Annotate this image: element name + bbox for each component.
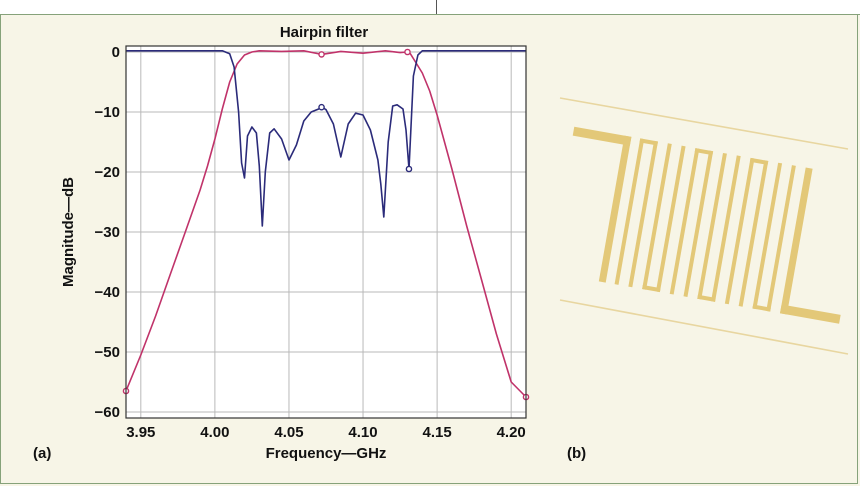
- panel-label-a: (a): [33, 445, 51, 462]
- chart-title: Hairpin filter: [280, 24, 369, 41]
- boundary-line-top: [559, 97, 849, 150]
- hairpin-finger: [683, 150, 714, 297]
- feed-line-input: [572, 126, 632, 146]
- series-marker-1: [318, 51, 325, 58]
- output-tap: [780, 167, 813, 315]
- hairpin-finger: [752, 162, 783, 310]
- input-tap: [598, 135, 632, 283]
- hairpin-finger: [642, 143, 672, 290]
- y-tick-label: 0: [112, 44, 120, 61]
- x-tick-label: 4.15: [423, 424, 452, 441]
- hairpin-bend: [749, 157, 769, 165]
- hairpin-finger: [655, 145, 686, 293]
- x-tick-label: 4.00: [200, 424, 229, 441]
- hairpin-finger: [711, 155, 741, 302]
- hairpin-finger: [614, 138, 645, 285]
- y-tick-labels: 0 −10 −20 −30 −40 −50 −60: [95, 44, 120, 421]
- hairpin-bend: [752, 304, 771, 312]
- x-tick-label: 3.95: [126, 424, 155, 441]
- series-line-1: [125, 50, 527, 398]
- hairpin-finger: [669, 148, 700, 295]
- hairpin-bend: [697, 294, 716, 302]
- y-axis-label: Magnitude—dB: [60, 177, 77, 287]
- series-marker-2: [405, 165, 413, 173]
- hairpin-bend: [642, 285, 661, 293]
- x-tick-label: 4.10: [348, 424, 377, 441]
- x-tick-label: 4.20: [497, 424, 526, 441]
- boundary-line-bottom: [559, 299, 849, 355]
- top-divider: [436, 0, 437, 14]
- plot-border: [125, 45, 527, 419]
- top-strip: [0, 0, 860, 14]
- hairpin-finger: [697, 152, 727, 300]
- hairpin-finger: [766, 165, 796, 312]
- x-axis-label: Frequency—GHz: [266, 445, 387, 462]
- y-tick-label: −40: [95, 284, 120, 301]
- y-tick-label: −20: [95, 164, 120, 181]
- series-marker-2: [318, 103, 325, 111]
- panel-label-b: (b): [567, 445, 586, 462]
- feed-line-output: [780, 304, 841, 324]
- y-tick-label: −30: [95, 224, 120, 241]
- hairpin-filter-layout: [559, 97, 849, 355]
- hairpin-bend: [639, 138, 658, 146]
- y-tick-label: −60: [95, 404, 120, 421]
- y-tick-label: −50: [95, 344, 120, 361]
- top-border: [0, 14, 860, 15]
- series-group: [122, 48, 530, 401]
- hairpin-resonators: [572, 126, 841, 324]
- grid-lines: [126, 46, 526, 418]
- hairpin-finger: [738, 160, 769, 307]
- x-tick-labels: 3.95 4.00 4.05 4.10 4.15 4.20: [126, 424, 526, 441]
- hairpin-finger: [724, 157, 755, 305]
- y-tick-label: −10: [95, 104, 120, 121]
- x-tick-label: 4.05: [274, 424, 303, 441]
- series-marker-1: [404, 48, 411, 56]
- hairpin-bend: [694, 148, 714, 156]
- hairpin-finger: [628, 140, 658, 288]
